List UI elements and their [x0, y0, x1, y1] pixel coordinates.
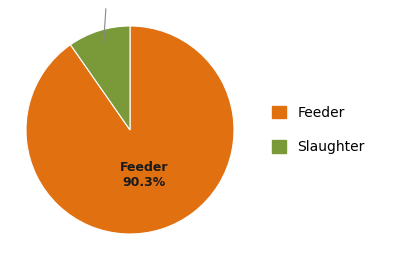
Legend: Feeder, Slaughter: Feeder, Slaughter — [272, 106, 364, 154]
Wedge shape — [26, 26, 234, 234]
Text: Feeder
90.3%: Feeder 90.3% — [120, 161, 168, 189]
Wedge shape — [70, 26, 130, 130]
Text: Slaughter
9.7%: Slaughter 9.7% — [73, 0, 142, 43]
